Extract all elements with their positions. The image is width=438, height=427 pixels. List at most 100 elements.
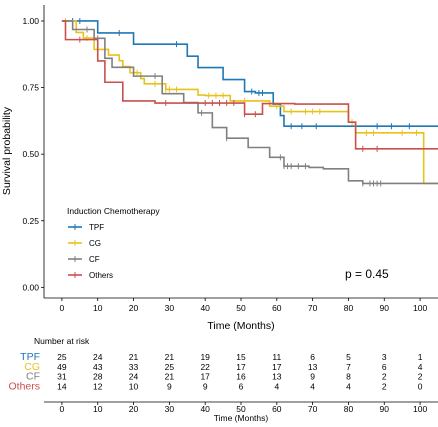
risk-cell: 2 — [418, 372, 423, 382]
x-tick-label: 0 — [60, 303, 65, 313]
risk-cell: 6 — [239, 381, 244, 391]
risk-cell: 17 — [272, 362, 282, 372]
risk-x-ticks: 0 10 20 30 40 50 60 70 80 90 100 — [60, 402, 427, 414]
risk-cell: 12 — [93, 381, 103, 391]
legend-entry: CG — [68, 239, 101, 248]
risk-cell: 31 — [57, 372, 67, 382]
risk-cell: 6 — [382, 362, 387, 372]
risk-cell: 25 — [165, 362, 175, 372]
risk-cell: 4 — [274, 381, 279, 391]
risk-cell: 4 — [418, 362, 423, 372]
risk-cell: 25 — [57, 352, 67, 362]
y-tick-label: 0.25 — [22, 216, 39, 226]
risk-x-tick-label: 40 — [200, 404, 210, 414]
series-cf — [61, 20, 438, 187]
risk-cell: 0 — [418, 381, 423, 391]
y-tick-label: 0.50 — [22, 149, 39, 159]
risk-cell: 6 — [310, 352, 315, 362]
x-tick-label: 90 — [380, 303, 390, 313]
risk-cell: 9 — [310, 372, 315, 382]
legend-title: Induction Chemotherapy — [67, 206, 160, 216]
risk-table-title: Number at risk — [34, 336, 90, 346]
risk-cell: 24 — [129, 372, 139, 382]
risk-x-tick-label: 80 — [344, 404, 354, 414]
x-tick-label: 60 — [272, 303, 282, 313]
survival-curve — [61, 20, 438, 185]
x-axis-title: Time (Months) — [207, 320, 274, 332]
risk-x-tick-label: 70 — [308, 404, 318, 414]
risk-row-label: Others — [8, 380, 40, 392]
risk-x-tick-label: 10 — [93, 404, 103, 414]
risk-cell: 24 — [93, 352, 103, 362]
y-tick-label: 1.00 — [22, 16, 39, 26]
x-tick-label: 30 — [165, 303, 175, 313]
y-tick-label: 0.75 — [22, 83, 39, 93]
y-axis-title: Survival probability — [1, 106, 13, 195]
risk-cell: 5 — [346, 352, 351, 362]
risk-cell: 17 — [236, 362, 246, 372]
risk-cell: 49 — [57, 362, 67, 372]
risk-cell: 43 — [93, 362, 103, 372]
legend-entry: Others — [68, 271, 113, 280]
risk-x-tick-label: 30 — [165, 404, 175, 414]
x-tick-label: 10 — [93, 303, 103, 313]
series-layer — [61, 17, 438, 187]
risk-cell: 9 — [167, 381, 172, 391]
x-tick-label: 70 — [308, 303, 318, 313]
x-tick-label: 40 — [200, 303, 210, 313]
risk-cell: 17 — [200, 372, 210, 382]
risk-cell: 3 — [382, 352, 387, 362]
risk-cell: 2 — [382, 381, 387, 391]
series-tpf — [61, 17, 438, 130]
legend-entries: TPF CG CF Others — [68, 223, 113, 280]
x-ticks: 0 10 20 30 40 50 60 70 80 90 100 — [60, 298, 427, 313]
risk-cell: 4 — [310, 381, 315, 391]
legend-label: Others — [89, 271, 113, 280]
risk-cell: 19 — [200, 352, 210, 362]
risk-row-label: CF — [26, 371, 40, 383]
risk-cell: 11 — [272, 352, 281, 362]
risk-cells: 25 24 21 21 19 15 11 6 5 3 149 43 33 25 22 17 17 13 7 6 431 2… — [57, 352, 423, 391]
risk-cell: 10 — [129, 381, 139, 391]
risk-cell: 1 — [418, 352, 423, 362]
x-tick-label: 100 — [413, 303, 427, 313]
legend-label: CG — [89, 239, 101, 248]
risk-cell: 33 — [129, 362, 139, 372]
x-tick-label: 50 — [236, 303, 246, 313]
risk-cell: 21 — [165, 372, 175, 382]
risk-cell: 28 — [93, 372, 103, 382]
risk-cell: 13 — [308, 362, 318, 372]
series-others — [61, 20, 438, 152]
risk-cell: 8 — [346, 372, 351, 382]
risk-x-tick-label: 50 — [236, 404, 246, 414]
x-tick-label: 80 — [344, 303, 354, 313]
y-ticks: 0.00 0.25 0.50 0.75 1.00 — [22, 16, 44, 292]
risk-x-tick-label: 60 — [272, 404, 282, 414]
risk-x-tick-label: 0 — [60, 404, 65, 414]
risk-cell: 22 — [200, 362, 210, 372]
risk-x-tick-label: 20 — [129, 404, 139, 414]
legend-label: TPF — [89, 223, 104, 232]
x-tick-label: 20 — [129, 303, 139, 313]
risk-cell: 13 — [272, 372, 282, 382]
survival-curve — [61, 20, 438, 150]
risk-cell: 15 — [236, 352, 246, 362]
y-tick-label: 0.00 — [22, 282, 39, 292]
p-value-annotation: p = 0.45 — [345, 267, 389, 281]
series-cg — [61, 17, 438, 185]
risk-x-axis-title: Time (Months) — [214, 413, 269, 423]
survival-curve — [61, 20, 438, 185]
risk-cell: 4 — [346, 381, 351, 391]
risk-cell: 2 — [382, 372, 387, 382]
risk-cell: 7 — [346, 362, 351, 372]
risk-cell: 16 — [236, 372, 246, 382]
risk-cell: 21 — [129, 352, 139, 362]
legend-entry: TPF — [68, 223, 104, 232]
risk-cell: 14 — [57, 381, 67, 391]
risk-x-tick-label: 100 — [413, 404, 427, 414]
survival-curve — [61, 20, 438, 127]
risk-x-tick-label: 90 — [380, 404, 390, 414]
